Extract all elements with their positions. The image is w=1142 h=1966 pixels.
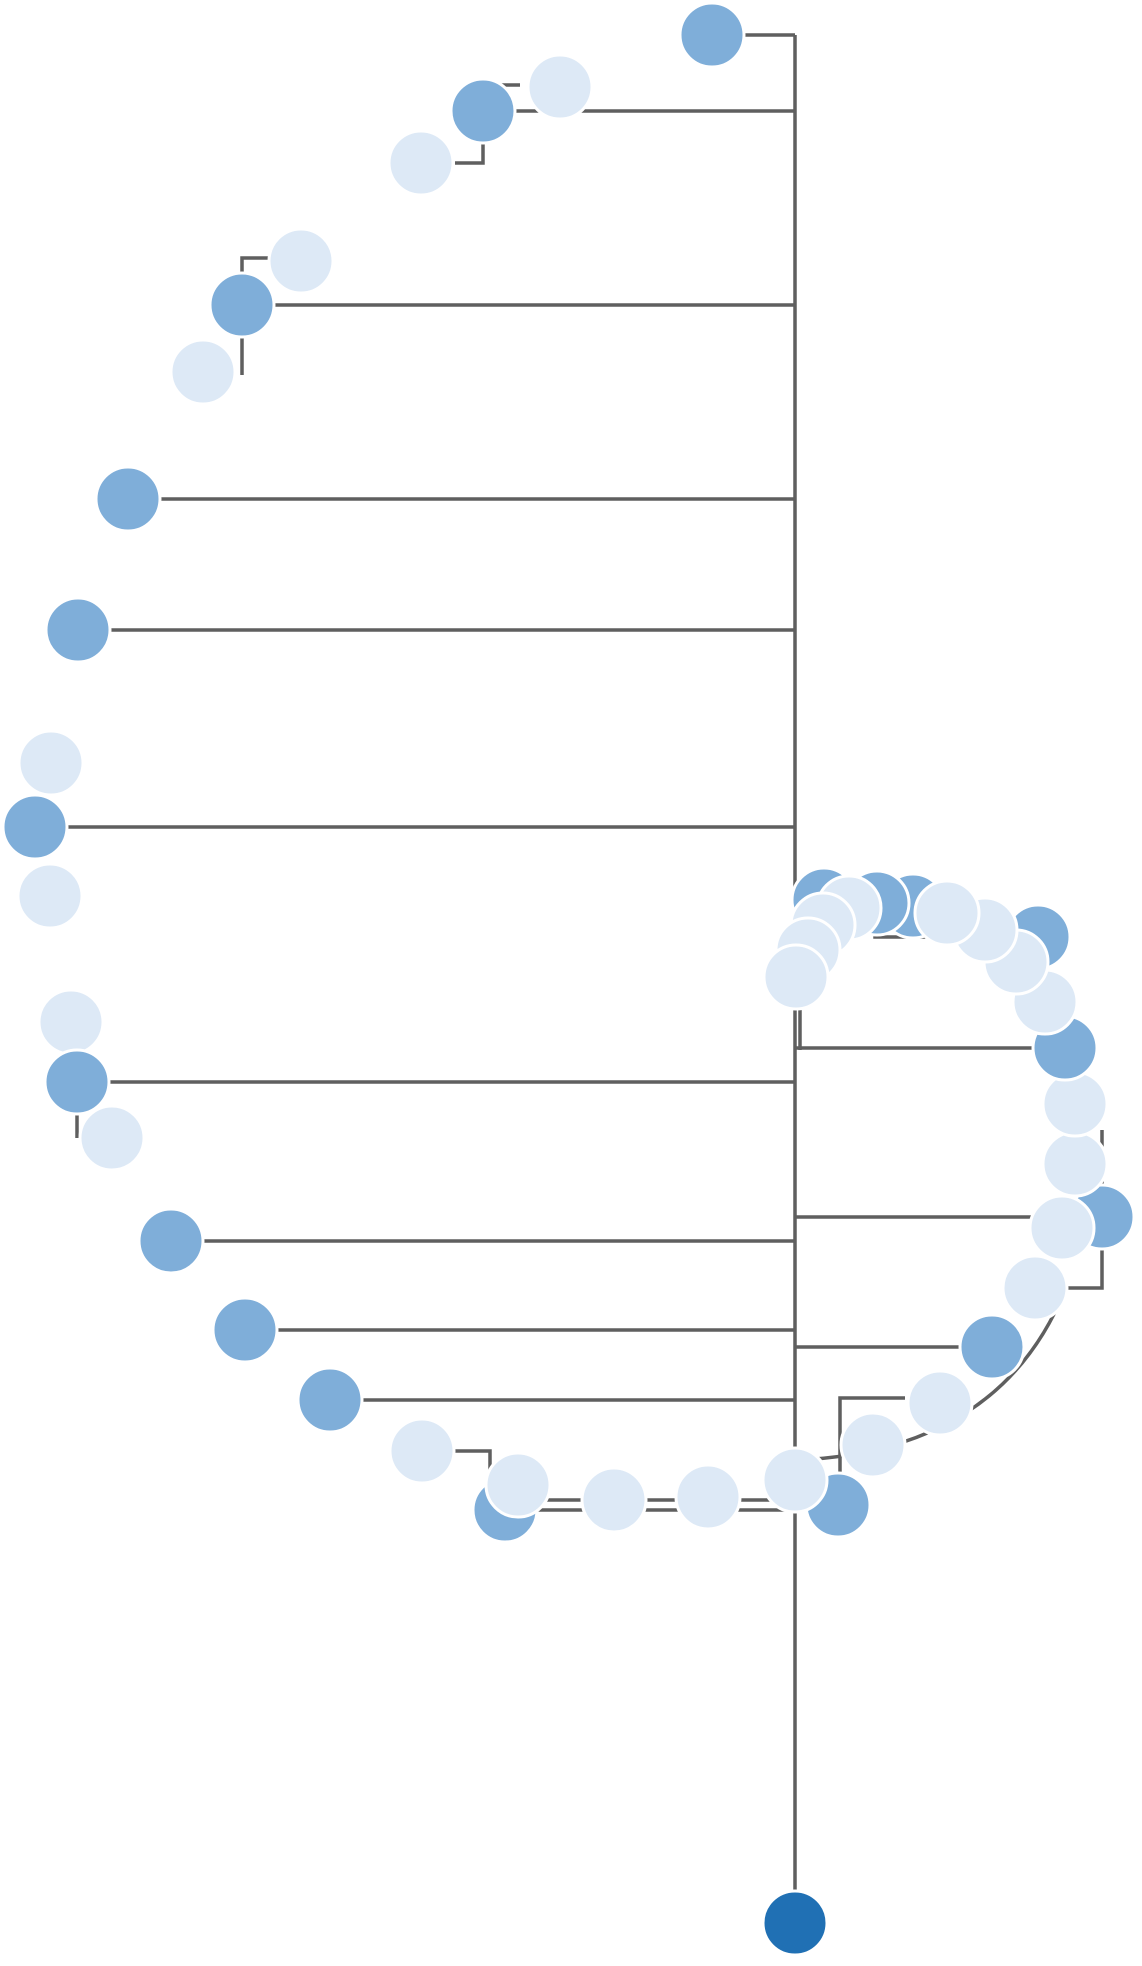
elbow-link-9: [838, 1396, 905, 1505]
node-light: [78, 1104, 146, 1172]
node-cluster-light: [913, 879, 981, 947]
node-light: [1041, 1130, 1109, 1198]
node-light: [387, 129, 455, 197]
node-branch: [208, 271, 276, 339]
node-root: [761, 1889, 829, 1957]
node-light: [674, 1463, 742, 1531]
node-cluster-light: [762, 943, 830, 1011]
node-branch: [94, 465, 162, 533]
node-light: [388, 1417, 456, 1485]
node-light: [1028, 1194, 1096, 1262]
node-light: [37, 988, 105, 1056]
node-branch: [296, 1366, 364, 1434]
node-light: [526, 53, 594, 121]
node-light: [761, 1446, 829, 1514]
node-top: [678, 1, 746, 69]
links-layer: [33, 33, 1104, 1923]
node-branch: [1, 793, 69, 861]
node-light: [16, 862, 84, 930]
node-light: [17, 729, 85, 797]
node-light: [267, 227, 335, 295]
node-light: [1001, 1254, 1069, 1322]
node-branch: [43, 1048, 111, 1116]
node-light: [1041, 1070, 1109, 1138]
node-branch: [44, 596, 112, 664]
node-light: [839, 1411, 907, 1479]
node-branch: [958, 1313, 1026, 1381]
node-light: [484, 1451, 552, 1519]
node-light: [580, 1466, 648, 1534]
node-branch: [137, 1207, 205, 1275]
node-branch: [211, 1296, 279, 1364]
node-branch: [449, 77, 517, 145]
node-light: [169, 338, 237, 406]
node-light: [906, 1369, 974, 1437]
